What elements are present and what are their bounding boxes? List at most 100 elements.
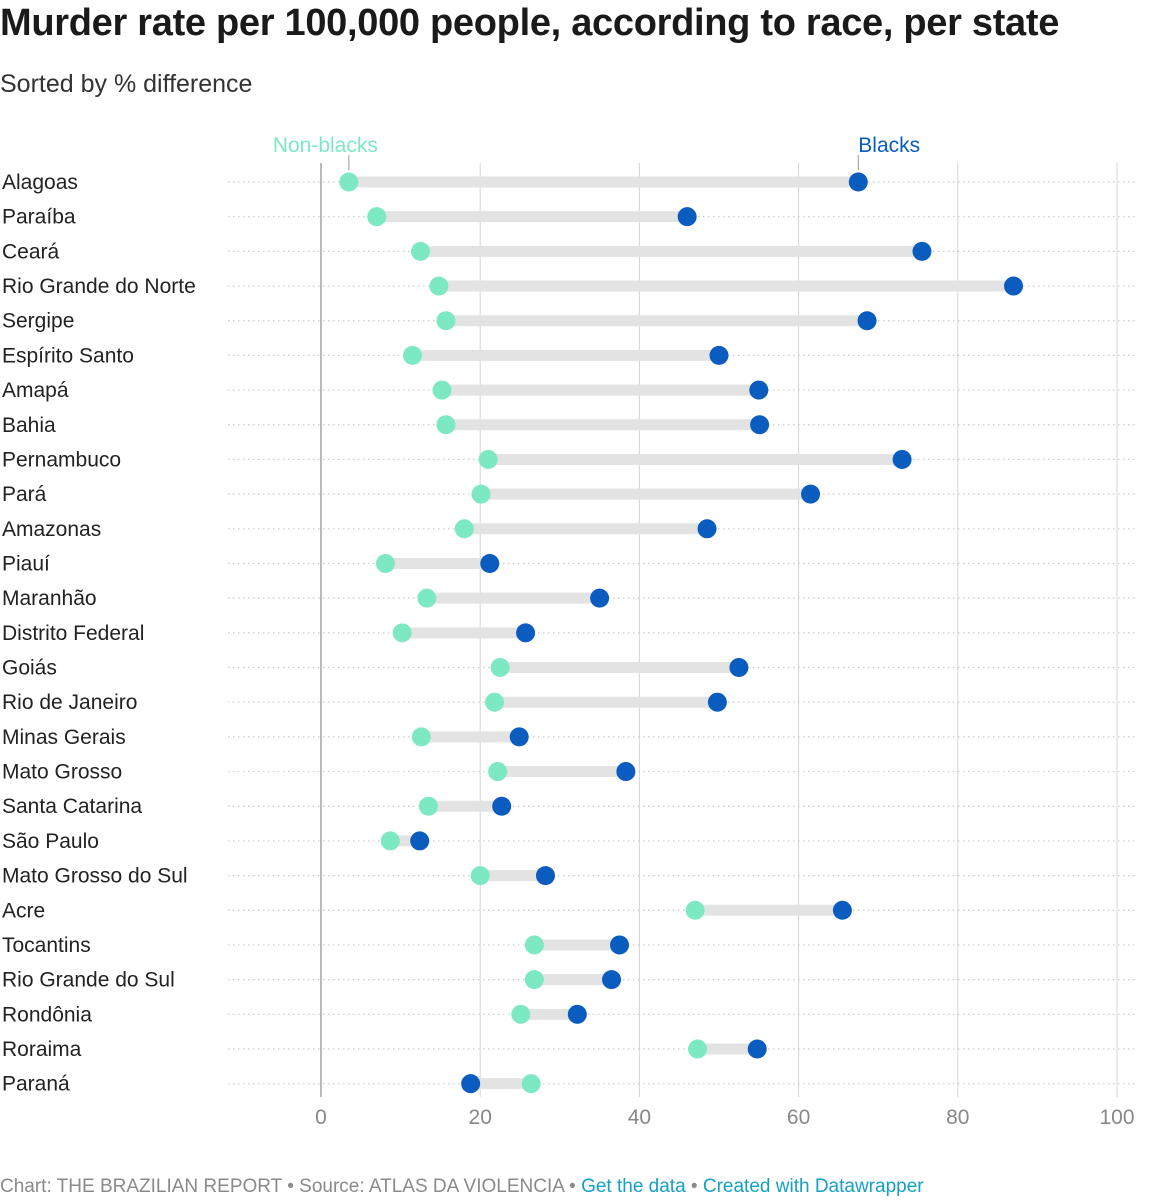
chart-row: Espírito Santo: [2, 344, 1135, 367]
non-blacks-dot: [524, 970, 544, 990]
blacks-dot: [535, 866, 555, 886]
blacks-dot: [602, 970, 622, 990]
non-blacks-dot: [411, 727, 431, 747]
blacks-dot: [801, 484, 821, 504]
chart-footer: Chart: THE BRAZILIAN REPORT • Source: AT…: [0, 1176, 924, 1198]
chart-row: Paraná: [2, 1073, 1135, 1096]
non-blacks-dot: [511, 1004, 531, 1024]
chart-row: Piauí: [2, 552, 1135, 575]
footer-source: Source: ATLAS DA VIOLENCIA: [299, 1176, 564, 1197]
blacks-dot: [492, 796, 512, 816]
blacks-dot: [749, 380, 769, 400]
blacks-dot: [709, 345, 729, 365]
state-label: Pernambuco: [2, 448, 121, 471]
non-blacks-dot: [454, 519, 474, 539]
state-label: Tocantins: [2, 934, 91, 957]
state-label: Rondônia: [2, 1003, 92, 1026]
non-blacks-dot: [411, 241, 430, 261]
blacks-dot: [747, 1039, 767, 1059]
non-blacks-dot: [485, 692, 505, 712]
state-label: Rio de Janeiro: [2, 691, 137, 714]
non-blacks-dot: [418, 796, 438, 816]
x-tick-label: 80: [946, 1106, 969, 1129]
state-label: Maranhão: [2, 587, 97, 610]
blacks-dot: [567, 1004, 587, 1024]
blacks-dot: [610, 935, 629, 955]
state-label: Distrito Federal: [2, 622, 144, 645]
non-blacks-dot: [488, 762, 508, 782]
chart-row: Mato Grosso do Sul: [2, 865, 1135, 888]
chart-subtitle: Sorted by % difference: [0, 70, 253, 98]
blacks-dot: [892, 449, 912, 469]
state-label: Rio Grande do Norte: [2, 275, 196, 298]
non-blacks-dot: [470, 866, 490, 886]
non-blacks-dot: [685, 900, 705, 920]
state-label: Alagoas: [2, 171, 78, 194]
x-tick-label: 100: [1099, 1106, 1134, 1129]
state-label: Paraíba: [2, 206, 76, 229]
chart-row: Roraima: [2, 1038, 1135, 1061]
chart-row: Ceará: [2, 240, 1135, 263]
chart-row: Pará: [2, 483, 1135, 506]
range-dot-chart: Alagoas Paraíba Ceará Rio Grande do Norte Se…: [2, 134, 1135, 1129]
non-blacks-dot: [429, 276, 449, 296]
blacks-dot: [616, 762, 636, 782]
blacks-dot: [707, 692, 727, 712]
blacks-dot: [912, 241, 932, 261]
footer-separator: •: [685, 1176, 703, 1197]
blacks-dot: [410, 831, 430, 851]
state-label: Pará: [2, 483, 47, 506]
chart-row: Pernambuco: [2, 448, 1135, 471]
non-blacks-dot: [490, 658, 510, 678]
row-layer: Alagoas Paraíba Ceará Rio Grande do Norte Se…: [2, 171, 1135, 1096]
footer-credit: Chart: THE BRAZILIAN REPORT: [0, 1176, 282, 1197]
chart-row: Amazonas: [2, 518, 1135, 541]
legend-non-blacks: Non-blacks: [273, 134, 378, 157]
state-label: Rio Grande do Sul: [2, 969, 175, 992]
state-label: Mato Grosso do Sul: [2, 865, 188, 888]
non-blacks-dot: [432, 380, 452, 400]
chart-row: Amapá: [2, 379, 1135, 402]
blacks-dot: [590, 588, 610, 608]
state-label: Paraná: [2, 1073, 70, 1096]
state-label: Ceará: [2, 240, 60, 263]
non-blacks-dot: [524, 935, 544, 955]
blacks-dot: [516, 623, 536, 643]
legend-blacks: Blacks: [858, 134, 920, 157]
state-label: São Paulo: [2, 830, 99, 853]
state-label: Amazonas: [2, 518, 101, 541]
blacks-dot: [697, 519, 717, 539]
datawrapper-link[interactable]: Created with Datawrapper: [702, 1176, 924, 1197]
non-blacks-dot: [478, 449, 498, 469]
blacks-dot: [848, 172, 868, 192]
chart-row: Mato Grosso: [2, 761, 1135, 784]
chart-row: Rondônia: [2, 1003, 1135, 1026]
non-blacks-dot: [471, 484, 491, 504]
chart-title: Murder rate per 100,000 people, accordin…: [0, 2, 1060, 44]
blacks-dot: [832, 900, 852, 920]
non-blacks-dot: [521, 1074, 541, 1094]
footer-separator: •: [563, 1176, 582, 1197]
state-label: Amapá: [2, 379, 69, 402]
state-label: Piauí: [2, 552, 50, 575]
state-label: Minas Gerais: [2, 726, 126, 749]
state-label: Roraima: [2, 1038, 82, 1061]
get-the-data-link[interactable]: Get the data: [581, 1176, 686, 1197]
blacks-dot: [750, 415, 770, 435]
blacks-dot: [461, 1074, 481, 1094]
chart-row: Tocantins: [2, 934, 1135, 957]
blacks-dot: [677, 207, 697, 227]
state-label: Sergipe: [2, 310, 74, 333]
non-blacks-dot: [436, 311, 456, 331]
blacks-dot: [729, 658, 749, 678]
chart-row: Distrito Federal: [2, 622, 1135, 645]
state-label: Santa Catarina: [2, 795, 142, 818]
footer-separator: •: [281, 1176, 300, 1197]
non-blacks-dot: [339, 172, 359, 192]
state-label: Bahia: [2, 414, 56, 437]
non-blacks-dot: [367, 207, 387, 227]
chart-row: Maranhão: [2, 587, 1135, 610]
non-blacks-dot: [417, 588, 437, 608]
chart-row: Rio de Janeiro: [2, 691, 1135, 714]
chart-row: Sergipe: [2, 310, 1135, 333]
